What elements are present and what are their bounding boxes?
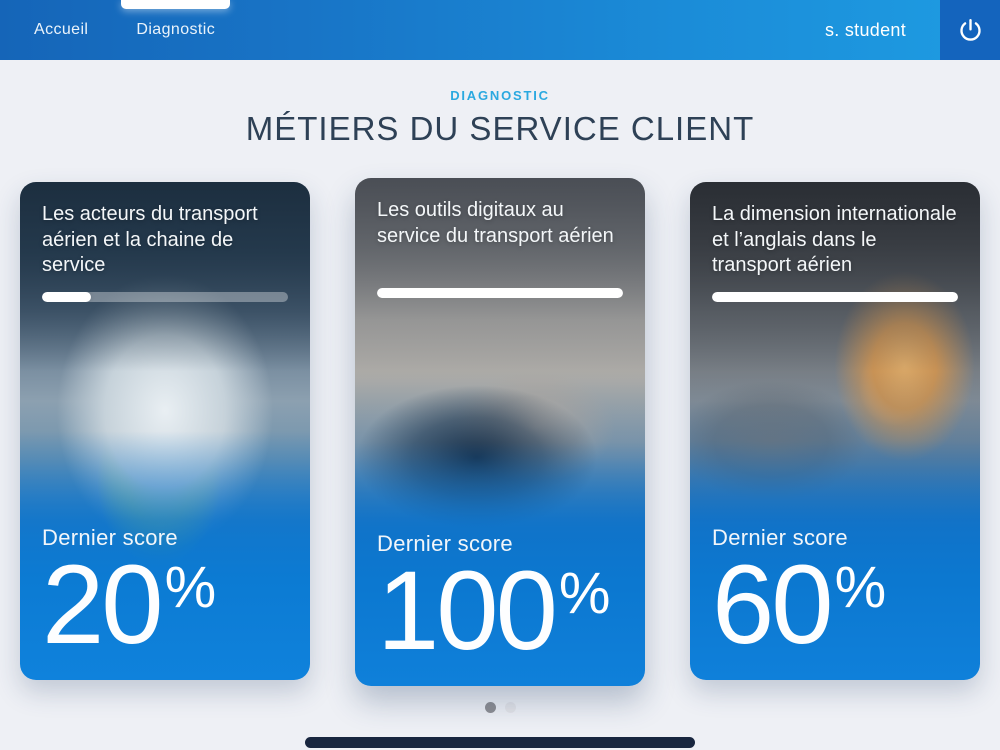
progress-fill: [42, 292, 92, 302]
score-label: Dernier score: [42, 524, 178, 550]
card-title: Les outils digitaux au service du transp…: [377, 199, 614, 247]
score-row: 100 %: [377, 547, 623, 673]
tab-accueil[interactable]: Accueil: [34, 0, 88, 60]
carousel-pagination: [0, 702, 1000, 713]
course-card-outils-digitaux[interactable]: Les outils digitaux au service du transp…: [355, 178, 645, 686]
home-indicator-bar: [305, 737, 695, 748]
percent-sign: %: [164, 554, 217, 620]
card-title: Les acteurs du transport aérien et la ch…: [42, 203, 258, 277]
progress-bar: [712, 292, 958, 302]
tab-accueil-label: Accueil: [34, 21, 89, 38]
power-icon: [959, 18, 981, 41]
score-row: 20 %: [42, 541, 288, 667]
main-content: DIAGNOSTIC MÉTIERS DU SERVICE CLIENT Les…: [0, 88, 1000, 713]
score-label: Dernier score: [712, 524, 848, 550]
section-eyebrow: DIAGNOSTIC: [450, 88, 550, 103]
card-score-block: Dernier score 60 %: [712, 524, 958, 667]
score-value: 60: [712, 541, 834, 667]
card-score-block: Dernier score 20 %: [42, 524, 288, 667]
carousel-dot-1[interactable]: [484, 702, 496, 713]
tab-diagnostic-label: Diagnostic: [136, 21, 216, 38]
nav-tabs: Accueil Diagnostic: [34, 0, 230, 60]
score-label: Dernier score: [377, 530, 513, 556]
score-row: 60 %: [712, 541, 958, 667]
progress-fill: [377, 288, 623, 298]
score-value: 100: [377, 547, 558, 673]
course-cards-carousel: Les acteurs du transport aérien et la ch…: [0, 178, 1000, 686]
carousel-dot-2[interactable]: [504, 702, 516, 713]
logout-power-button[interactable]: [940, 0, 1000, 60]
tab-diagnostic[interactable]: Diagnostic: [121, 0, 230, 60]
percent-sign: %: [834, 554, 887, 620]
progress-fill: [712, 292, 958, 302]
progress-bar: [377, 288, 623, 298]
progress-bar: [42, 292, 288, 302]
score-value: 20: [42, 541, 164, 667]
percent-sign: %: [558, 560, 611, 626]
card-score-block: Dernier score 100 %: [377, 530, 623, 673]
top-nav-bar: Accueil Diagnostic s. student: [0, 0, 1000, 60]
page-title: MÉTIERS DU SERVICE CLIENT: [245, 110, 755, 147]
course-card-dimension-internationale[interactable]: La dimension internationale et l’anglais…: [690, 182, 980, 680]
card-title: La dimension internationale et l’anglais…: [712, 203, 957, 277]
user-name[interactable]: s. student: [824, 19, 906, 40]
course-card-acteurs-transport[interactable]: Les acteurs du transport aérien et la ch…: [20, 182, 310, 680]
